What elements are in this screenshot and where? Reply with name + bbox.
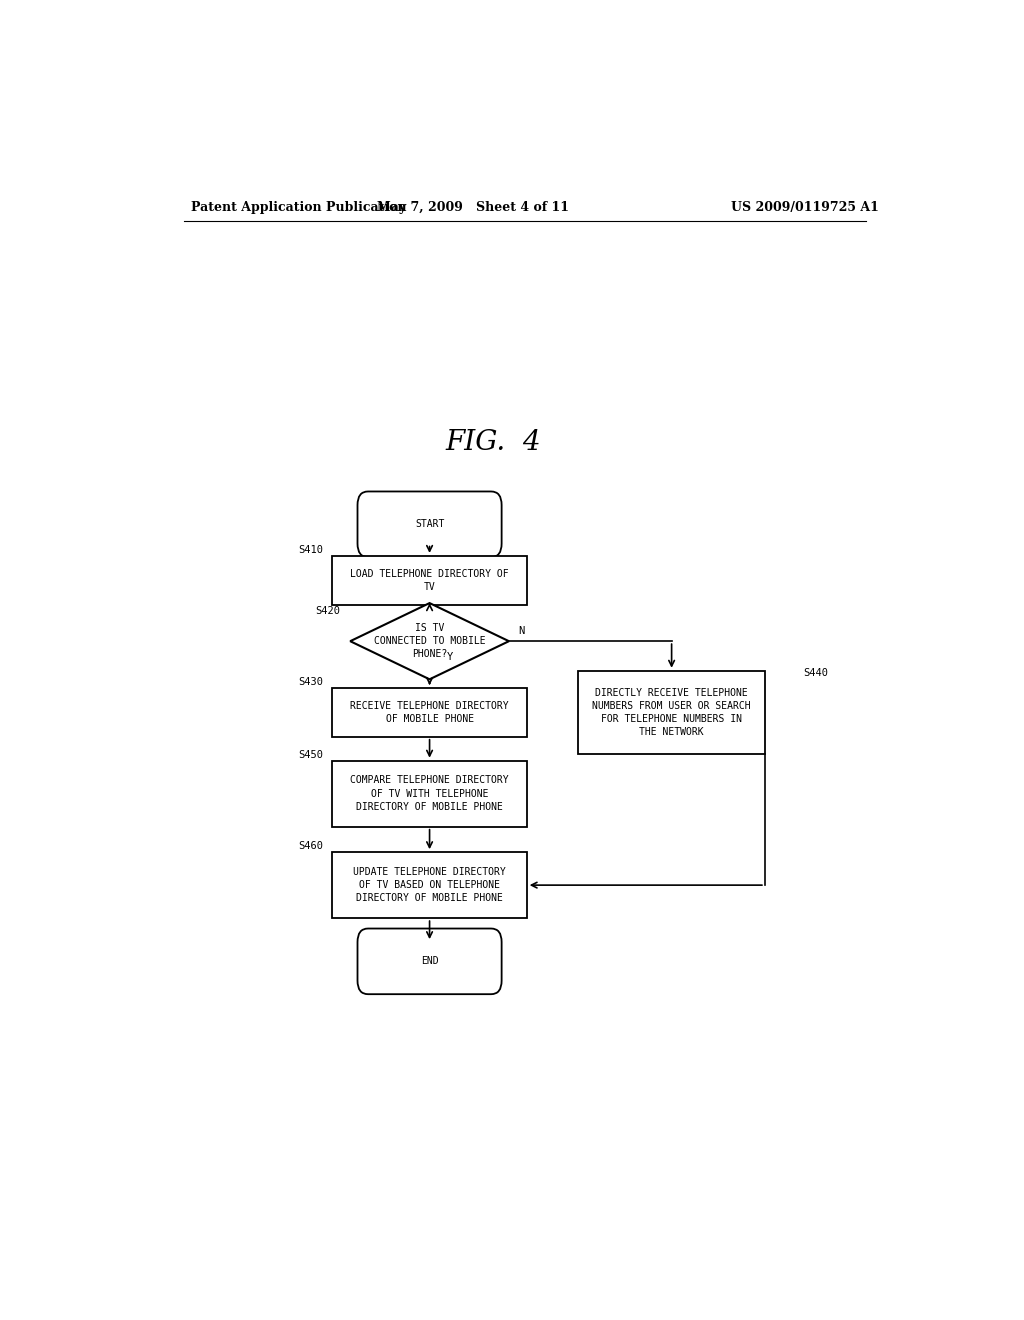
Text: FIG.  4: FIG. 4 [445,429,541,457]
Text: N: N [518,626,524,636]
Bar [333,760,526,826]
Text: START: START [415,519,444,529]
Text: S430: S430 [298,677,323,686]
Text: IS TV
CONNECTED TO MOBILE
PHONE?: IS TV CONNECTED TO MOBILE PHONE? [374,623,485,660]
FancyBboxPatch shape [357,491,502,557]
Bar [333,688,526,737]
Text: UPDATE TELEPHONE DIRECTORY
OF TV BASED ON TELEPHONE
DIRECTORY OF MOBILE PHONE: UPDATE TELEPHONE DIRECTORY OF TV BASED O… [353,867,506,903]
Bar [333,853,526,919]
Text: S440: S440 [803,668,828,677]
Text: S460: S460 [298,841,323,851]
Text: S420: S420 [315,606,341,616]
Text: DIRECTLY RECEIVE TELEPHONE
NUMBERS FROM USER OR SEARCH
FOR TELEPHONE NUMBERS IN
: DIRECTLY RECEIVE TELEPHONE NUMBERS FROM … [592,688,751,737]
Bar [579,671,765,754]
Polygon shape [350,603,509,680]
Bar [333,556,526,605]
Text: END: END [421,957,438,966]
Text: LOAD TELEPHONE DIRECTORY OF
TV: LOAD TELEPHONE DIRECTORY OF TV [350,569,509,591]
FancyBboxPatch shape [357,928,502,994]
Text: May 7, 2009   Sheet 4 of 11: May 7, 2009 Sheet 4 of 11 [377,201,569,214]
Text: S410: S410 [298,545,323,554]
Text: S450: S450 [298,750,323,759]
Text: US 2009/0119725 A1: US 2009/0119725 A1 [731,201,879,214]
Text: RECEIVE TELEPHONE DIRECTORY
OF MOBILE PHONE: RECEIVE TELEPHONE DIRECTORY OF MOBILE PH… [350,701,509,723]
Text: Y: Y [447,652,454,661]
Text: Patent Application Publication: Patent Application Publication [191,201,407,214]
Text: COMPARE TELEPHONE DIRECTORY
OF TV WITH TELEPHONE
DIRECTORY OF MOBILE PHONE: COMPARE TELEPHONE DIRECTORY OF TV WITH T… [350,775,509,812]
